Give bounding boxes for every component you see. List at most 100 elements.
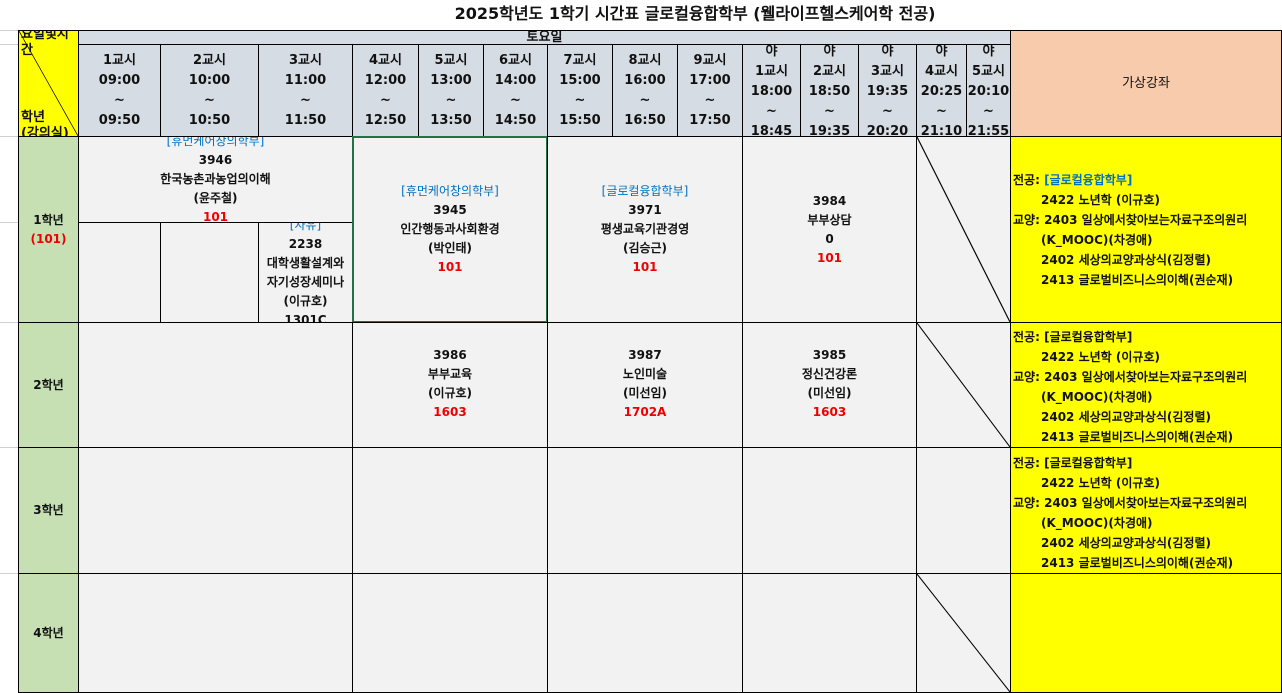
- period-l1: 야: [982, 44, 995, 59]
- period-header: 야 1교시 18:00 ~18:45: [742, 44, 801, 137]
- period-header: 야 2교시 18:50 ~19:35: [800, 44, 859, 137]
- course-cell-3987[interactable]: 3987 노인미술 (미선임) 1702A: [547, 322, 743, 448]
- tilde: ~: [936, 104, 947, 119]
- tilde: ~: [983, 104, 994, 119]
- blocked-cell: [916, 573, 1011, 693]
- period-l2: 3교시: [289, 52, 322, 68]
- period-t1: 11:00: [284, 72, 327, 88]
- period-t1: 20:10: [967, 84, 1010, 99]
- period-t2: 11:50: [284, 112, 327, 128]
- tilde: ~: [445, 92, 457, 108]
- grade-1: 1학년 (101): [18, 136, 79, 323]
- tilde: ~: [766, 104, 777, 119]
- period-t2: 13:50: [430, 112, 472, 128]
- course-cell-3985[interactable]: 3985 정신건강론 (미선임) 1603: [742, 322, 917, 448]
- period-l2: 5교시: [434, 52, 468, 68]
- empty-cell[interactable]: [742, 573, 917, 693]
- period-t1: 18:00: [750, 84, 793, 99]
- tilde: ~: [574, 92, 586, 108]
- period-header: 2교시 10:00 ~10:50: [160, 44, 259, 137]
- period-header: 6교시 14:00 ~14:50: [483, 44, 548, 137]
- period-l1: 야: [935, 44, 948, 59]
- period-l2: 1교시: [755, 64, 788, 79]
- course-cell-2238[interactable]: [자유] 2238 대학생활설계와 자기성장세미나 (이규호) 1301C: [258, 222, 353, 323]
- period-header: 9교시 17:00 ~17:50: [677, 44, 743, 137]
- period-header: 4교시 12:00 ~12:50: [352, 44, 419, 137]
- virtual-courses-grade-2[interactable]: 전공: [글로컬융합학부] 2422 노년학 (이규호) 교양: 2403 일상…: [1010, 322, 1282, 448]
- period-header: 야 4교시 20:25 ~21:10: [916, 44, 967, 137]
- period-t1: 16:00: [624, 72, 666, 88]
- period-l2: 2교시: [193, 52, 226, 68]
- period-header: 야 3교시 19:35 ~20:20: [858, 44, 917, 137]
- period-l2: 1교시: [103, 52, 136, 68]
- blocked-cell: [916, 322, 1011, 448]
- period-l2: 4교시: [925, 64, 958, 79]
- empty-cell[interactable]: [78, 447, 353, 574]
- empty-cell[interactable]: [352, 447, 548, 574]
- period-t2: 16:50: [624, 112, 666, 128]
- period-t1: 12:00: [364, 72, 407, 88]
- tilde: ~: [824, 104, 835, 119]
- period-header: 8교시 16:00 ~16:50: [612, 44, 678, 137]
- period-t2: 09:50: [98, 112, 141, 128]
- period-l2: 2교시: [813, 64, 846, 79]
- tilde: ~: [300, 92, 311, 108]
- period-t1: 13:00: [430, 72, 472, 88]
- period-t2: 12:50: [364, 112, 407, 128]
- empty-cell[interactable]: [916, 447, 1011, 574]
- empty-cell[interactable]: [78, 222, 161, 323]
- period-t1: 09:00: [98, 72, 141, 88]
- period-l1: 야: [881, 44, 894, 59]
- tilde: ~: [704, 92, 716, 108]
- grade-2: 2학년: [18, 322, 79, 448]
- course-cell-3945[interactable]: [휴먼케어창의학부] 3945 인간행동과사회환경 (박인태) 101: [352, 136, 548, 323]
- period-t1: 14:00: [494, 72, 537, 88]
- period-t2: 17:50: [689, 112, 731, 128]
- empty-cell[interactable]: [547, 573, 743, 693]
- period-t2: 21:55: [967, 124, 1010, 137]
- period-header: 야 5교시 20:10 ~21:55: [966, 44, 1011, 137]
- period-header: 7교시 15:00 ~15:50: [547, 44, 613, 137]
- period-t2: 14:50: [494, 112, 537, 128]
- page-title: 2025학년도 1학기 시간표 글로컬융합학부 (웰라이프헬스케어학 전공): [454, 4, 936, 23]
- period-t1: 17:00: [689, 72, 731, 88]
- empty-cell[interactable]: [742, 447, 917, 574]
- tilde: ~: [204, 92, 215, 108]
- corner-header: 요일및시간 학년 (강의실): [18, 30, 79, 137]
- period-t2: 21:10: [920, 124, 963, 137]
- period-l1: 야: [765, 44, 778, 59]
- blocked-cell: [916, 136, 1011, 323]
- course-cell-3946[interactable]: [휴먼케어창의학부] 3946 한국농촌과농업의이해 (윤주철) 101: [78, 136, 353, 223]
- period-t2: 18:45: [750, 124, 793, 137]
- empty-cell[interactable]: [547, 447, 743, 574]
- period-l2: 3교시: [871, 64, 904, 79]
- period-l2: 6교시: [499, 52, 532, 68]
- period-l2: 4교시: [369, 52, 402, 68]
- period-l2: 8교시: [628, 52, 662, 68]
- course-cell-3971[interactable]: [글로컬융합학부] 3971 평생교육기관경영 (김승근) 101: [547, 136, 743, 323]
- virtual-courses-grade-1[interactable]: 전공: [글로컬융합학부] 2422 노년학 (이규호) 교양: 2403 일상…: [1010, 136, 1282, 323]
- tilde: ~: [510, 92, 521, 108]
- period-header: 3교시 11:00 ~11:50: [258, 44, 353, 137]
- empty-cell[interactable]: [78, 573, 353, 693]
- tilde: ~: [882, 104, 893, 119]
- period-t2: 20:20: [866, 124, 909, 137]
- period-t1: 19:35: [866, 84, 909, 99]
- empty-cell[interactable]: [352, 573, 548, 693]
- period-l1: 야: [823, 44, 836, 59]
- empty-cell[interactable]: [160, 222, 259, 323]
- period-t2: 19:35: [808, 124, 851, 137]
- tilde: ~: [639, 92, 651, 108]
- period-t2: 15:50: [559, 112, 601, 128]
- course-cell-3986[interactable]: 3986 부부교육 (이규호) 1603: [352, 322, 548, 448]
- period-l2: 5교시: [972, 64, 1005, 79]
- grade-4: 4학년: [18, 573, 79, 693]
- virtual-courses-grade-3[interactable]: 전공: [글로컬융합학부] 2422 노년학 (이규호) 교양: 2403 일상…: [1010, 447, 1282, 574]
- period-l2: 7교시: [563, 52, 597, 68]
- tilde: ~: [380, 92, 391, 108]
- period-header: 5교시 13:00 ~13:50: [418, 44, 484, 137]
- period-header: 1교시 09:00 ~09:50: [78, 44, 161, 137]
- empty-cell[interactable]: [78, 322, 353, 448]
- virtual-courses-grade-4[interactable]: [1010, 573, 1282, 693]
- course-cell-3984[interactable]: 3984 부부상담 0 101: [742, 136, 917, 323]
